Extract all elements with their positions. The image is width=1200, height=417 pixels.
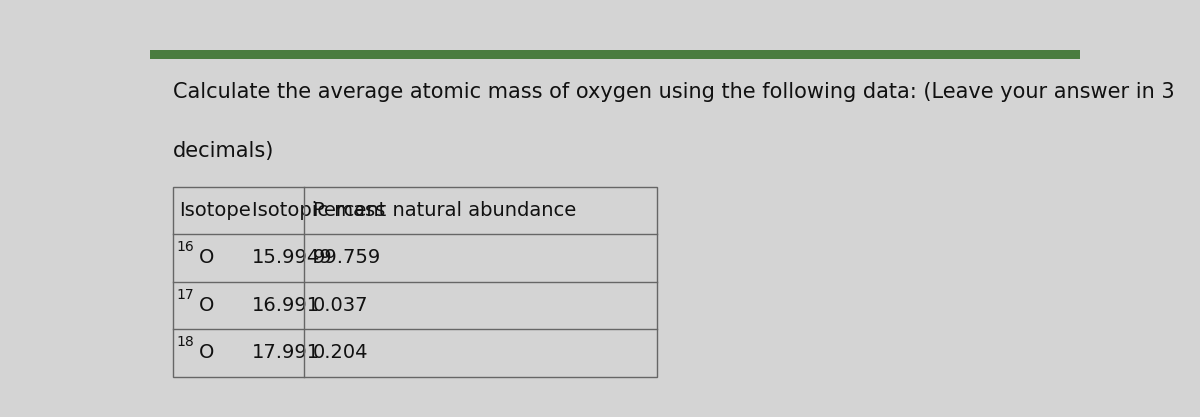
Text: Calculate the average atomic mass of oxygen using the following data: (Leave you: Calculate the average atomic mass of oxy… xyxy=(173,82,1175,102)
Text: 16: 16 xyxy=(176,240,193,254)
Text: 0.204: 0.204 xyxy=(313,343,368,362)
Text: O: O xyxy=(199,343,215,362)
Text: 16.991: 16.991 xyxy=(252,296,320,315)
Text: 15.9949: 15.9949 xyxy=(252,248,332,267)
Text: O: O xyxy=(199,248,215,267)
Text: 0.037: 0.037 xyxy=(313,296,368,315)
Text: Isotopic mass: Isotopic mass xyxy=(252,201,385,220)
Text: decimals): decimals) xyxy=(173,141,275,161)
Text: 99.759: 99.759 xyxy=(313,248,382,267)
Text: Isotope: Isotope xyxy=(179,201,251,220)
Text: Percent natural abundance: Percent natural abundance xyxy=(313,201,576,220)
Bar xyxy=(150,50,1080,59)
Text: 18: 18 xyxy=(176,335,193,349)
Text: 17.991: 17.991 xyxy=(252,343,320,362)
Text: O: O xyxy=(199,296,215,315)
Bar xyxy=(173,186,656,377)
Text: 17: 17 xyxy=(176,288,193,302)
